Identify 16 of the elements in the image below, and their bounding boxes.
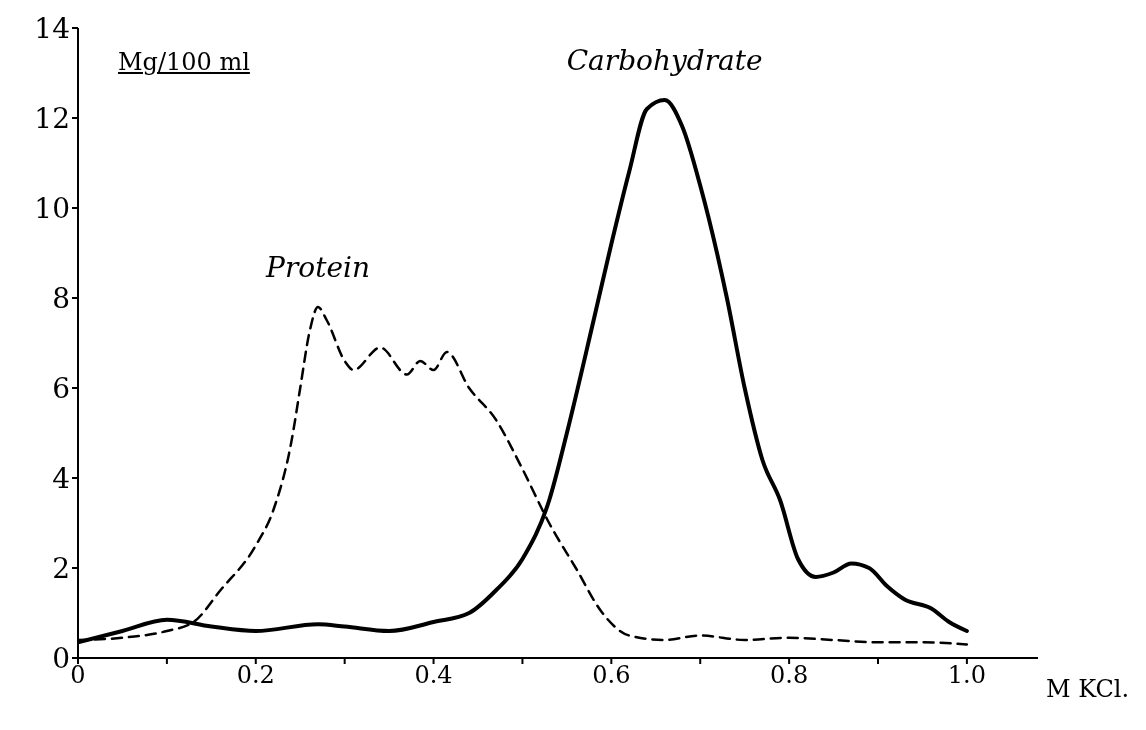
x-tick-label: 0.4 <box>414 661 453 690</box>
series-label: Protein <box>265 251 370 284</box>
x-tick-label: 0.8 <box>770 661 809 690</box>
y-tick-label: 8 <box>52 281 70 315</box>
series-label: Carbohydrate <box>566 44 763 77</box>
y-tick-label: 4 <box>52 461 70 495</box>
x-tick-label: 0.2 <box>236 661 275 690</box>
y-tick-label: 14 <box>34 11 70 45</box>
y-axis-title: Mg/100 ml <box>118 48 250 76</box>
y-tick-label: 6 <box>52 371 70 405</box>
x-tick-label: 1.0 <box>947 661 986 690</box>
y-tick-label: 12 <box>34 101 70 135</box>
y-tick-label: 10 <box>34 191 70 225</box>
x-tick-label: 0.6 <box>592 661 631 690</box>
x-axis-title: M KCl. <box>1046 674 1130 703</box>
y-tick-label: 2 <box>52 551 70 585</box>
